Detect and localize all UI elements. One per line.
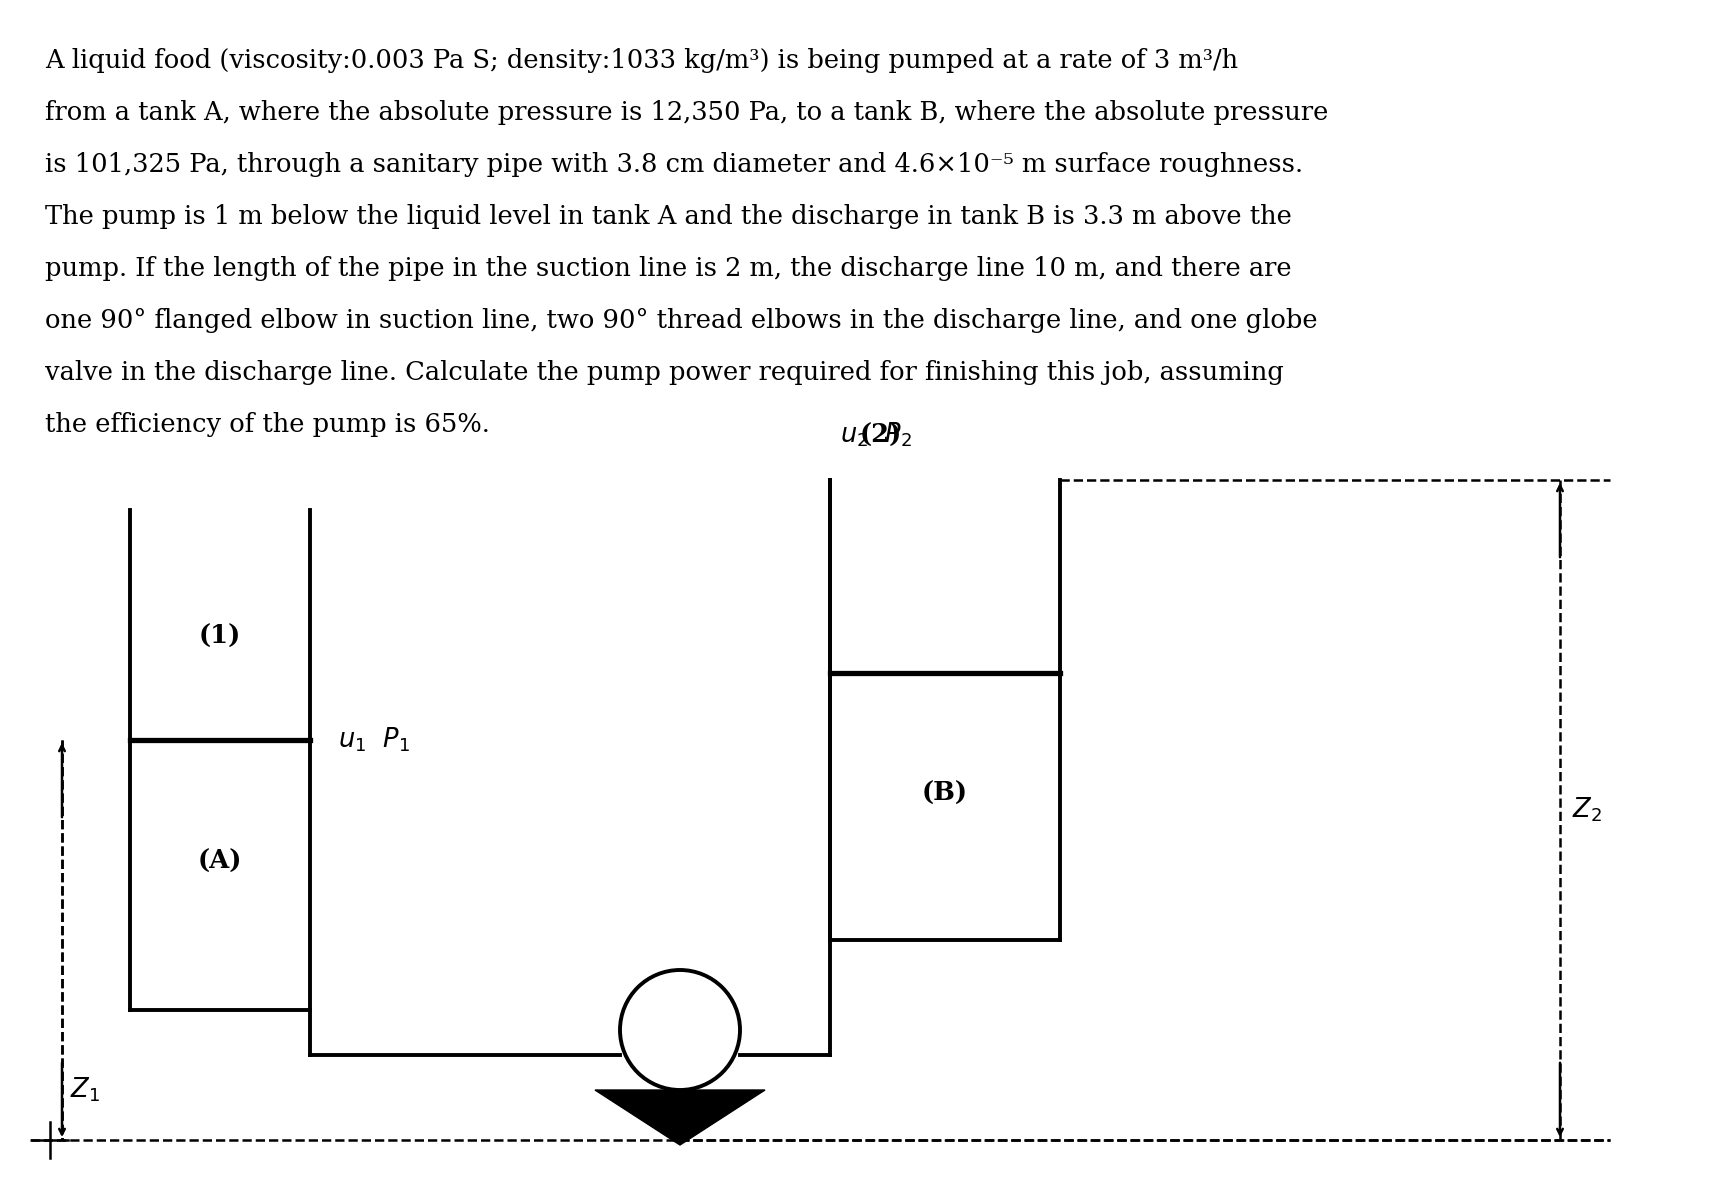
Text: $Z_2$: $Z_2$ <box>1572 796 1602 824</box>
Text: $Z_1$: $Z_1$ <box>71 1076 100 1105</box>
Text: $u_2$  $P_2$: $u_2$ $P_2$ <box>840 420 912 449</box>
Text: $u_1$  $P_1$: $u_1$ $P_1$ <box>339 726 410 754</box>
Text: (A): (A) <box>197 849 242 874</box>
Text: (B): (B) <box>923 780 968 806</box>
Text: valve in the discharge line. Calculate the pump power required for finishing thi: valve in the discharge line. Calculate t… <box>45 360 1284 385</box>
Text: (2): (2) <box>861 423 902 448</box>
Text: pump. If the length of the pipe in the suction line is 2 m, the discharge line 1: pump. If the length of the pipe in the s… <box>45 256 1291 281</box>
Text: one 90° flanged elbow in suction line, two 90° thread elbows in the discharge li: one 90° flanged elbow in suction line, t… <box>45 308 1318 333</box>
Polygon shape <box>594 1090 766 1145</box>
Text: from a tank A, where the absolute pressure is 12,350 Pa, to a tank B, where the : from a tank A, where the absolute pressu… <box>45 99 1329 126</box>
Text: The pump is 1 m below the liquid level in tank A and the discharge in tank B is : The pump is 1 m below the liquid level i… <box>45 204 1293 229</box>
Text: (1): (1) <box>199 624 242 649</box>
Text: is 101,325 Pa, through a sanitary pipe with 3.8 cm diameter and 4.6×10⁻⁵ m surfa: is 101,325 Pa, through a sanitary pipe w… <box>45 152 1303 176</box>
Text: the efficiency of the pump is 65%.: the efficiency of the pump is 65%. <box>45 412 489 437</box>
Text: A liquid food (viscosity:0.003 Pa S; density:1033 kg/m³) is being pumped at a ra: A liquid food (viscosity:0.003 Pa S; den… <box>45 49 1239 73</box>
